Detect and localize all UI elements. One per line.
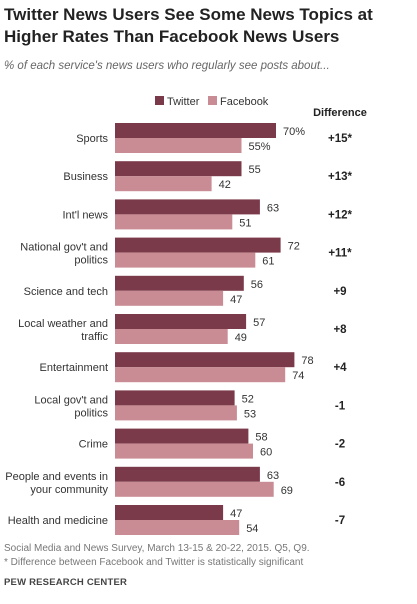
difference-value-science-and-tech: +9	[333, 286, 346, 298]
bar-facebook-business	[115, 176, 212, 192]
value-label-twitter-crime: 58	[255, 432, 267, 444]
category-label-line: Entertainment	[40, 362, 108, 374]
category-label-line: Sports	[76, 133, 108, 145]
difference-value-entertainment: +4	[333, 362, 347, 374]
source-label: PEW RESEARCH CENTER	[4, 577, 128, 588]
value-label-twitter-national-gov-t-and-politics: 72	[288, 241, 300, 253]
value-label-facebook-health-and-medicine: 54	[246, 523, 258, 535]
bar-facebook-health-and-medicine	[115, 520, 240, 535]
legend-label-twitter: Twitter	[167, 96, 200, 108]
value-label-twitter-local-weather-and-traffic: 57	[253, 317, 265, 329]
value-label-facebook-crime: 60	[260, 447, 272, 459]
category-label-people-and-events-in-your-community: People and events in your community	[5, 471, 108, 496]
footnote-significance: * Difference between Facebook and Twitte…	[4, 557, 304, 568]
value-label-facebook-science-and-tech: 47	[230, 294, 242, 306]
value-label-facebook-sports: 55%	[249, 141, 271, 153]
bar-twitter-local-weather-and-traffic	[115, 314, 247, 329]
value-label-twitter-entertainment: 78	[301, 355, 313, 367]
bar-twitter-sports	[115, 123, 276, 138]
bar-twitter-int-l-news	[115, 199, 260, 215]
difference-value-business: +13*	[328, 171, 353, 183]
category-label-int-l-news: Int'l news	[62, 209, 108, 221]
category-label-line: Local weather and	[18, 318, 108, 330]
legend-swatch-twitter	[155, 96, 164, 105]
difference-value-people-and-events-in-your-community: -6	[335, 477, 345, 489]
value-label-twitter-people-and-events-in-your-community: 63	[267, 470, 279, 482]
value-label-twitter-business: 55	[249, 164, 261, 176]
value-label-twitter-int-l-news: 63	[267, 202, 279, 214]
category-label-health-and-medicine: Health and medicine	[8, 515, 108, 527]
category-label-science-and-tech: Science and tech	[24, 286, 108, 298]
category-label-line: Crime	[79, 439, 108, 451]
category-label-business: Business	[63, 171, 108, 183]
bar-facebook-local-weather-and-traffic	[115, 329, 228, 344]
chart-subtitle: % of each service's news users who regul…	[4, 60, 330, 72]
chart-title: Twitter News Users See Some News Topics …	[4, 5, 373, 46]
category-label-line: Science and tech	[24, 286, 108, 298]
bar-twitter-health-and-medicine	[115, 505, 224, 520]
value-label-facebook-people-and-events-in-your-community: 69	[281, 485, 293, 497]
category-label-line: National gov't and	[20, 242, 108, 254]
difference-value-int-l-news: +12*	[328, 209, 353, 221]
category-label-line: Local gov't and	[34, 394, 108, 406]
category-label-sports: Sports	[76, 133, 108, 145]
bar-facebook-crime	[115, 443, 253, 459]
category-label-line: politics	[74, 407, 108, 419]
value-label-facebook-int-l-news: 51	[239, 217, 251, 229]
difference-value-sports: +15*	[328, 133, 353, 145]
bar-facebook-entertainment	[115, 367, 286, 383]
category-label-crime: Crime	[79, 439, 108, 451]
category-label-line: politics	[74, 255, 108, 267]
category-label-line: your community	[30, 484, 108, 496]
value-label-twitter-local-gov-t-and-politics: 52	[242, 393, 254, 405]
bar-twitter-people-and-events-in-your-community	[115, 466, 260, 482]
bar-facebook-sports	[115, 138, 242, 153]
value-label-facebook-business: 42	[219, 179, 231, 191]
bar-twitter-national-gov-t-and-politics	[115, 237, 281, 253]
bar-twitter-entertainment	[115, 352, 295, 368]
category-label-local-gov-t-and-politics: Local gov't and politics	[34, 394, 108, 419]
difference-value-local-weather-and-traffic: +8	[333, 324, 347, 336]
bar-facebook-national-gov-t-and-politics	[115, 252, 256, 268]
difference-value-crime: -2	[335, 439, 345, 451]
bar-twitter-local-gov-t-and-politics	[115, 390, 235, 406]
category-label-entertainment: Entertainment	[40, 362, 108, 374]
value-label-twitter-sports: 70%	[283, 126, 305, 138]
difference-value-local-gov-t-and-politics: -1	[335, 400, 346, 412]
legend: Twitter Facebook	[155, 96, 269, 108]
difference-value-national-gov-t-and-politics: +11*	[328, 248, 352, 260]
difference-column-header: Difference	[313, 107, 367, 119]
value-label-facebook-local-gov-t-and-politics: 53	[244, 408, 256, 420]
value-label-facebook-local-weather-and-traffic: 49	[235, 332, 247, 344]
category-label-local-weather-and-traffic: Local weather and traffic	[18, 318, 108, 343]
value-label-facebook-entertainment: 74	[292, 370, 304, 382]
category-label-line: People and events in	[5, 471, 108, 483]
bar-twitter-science-and-tech	[115, 275, 244, 291]
legend-label-facebook: Facebook	[220, 96, 269, 108]
value-label-twitter-health-and-medicine: 47	[230, 508, 242, 520]
category-label-line: Business	[63, 171, 108, 183]
value-label-twitter-science-and-tech: 56	[251, 279, 263, 291]
legend-swatch-facebook	[208, 96, 217, 105]
category-label-line: traffic	[81, 331, 108, 343]
bar-facebook-int-l-news	[115, 214, 233, 230]
bar-twitter-crime	[115, 428, 249, 444]
value-label-facebook-national-gov-t-and-politics: 61	[262, 256, 274, 268]
bar-twitter-business	[115, 161, 242, 177]
footnote-survey: Social Media and News Survey, March 13-1…	[4, 543, 310, 554]
difference-value-health-and-medicine: -7	[335, 515, 345, 527]
category-label-line: Health and medicine	[8, 515, 108, 527]
bar-facebook-local-gov-t-and-politics	[115, 405, 237, 421]
category-label-line: Int'l news	[62, 209, 108, 221]
bar-facebook-science-and-tech	[115, 290, 224, 306]
category-label-national-gov-t-and-politics: National gov't and politics	[20, 242, 108, 267]
bar-facebook-people-and-events-in-your-community	[115, 481, 274, 497]
